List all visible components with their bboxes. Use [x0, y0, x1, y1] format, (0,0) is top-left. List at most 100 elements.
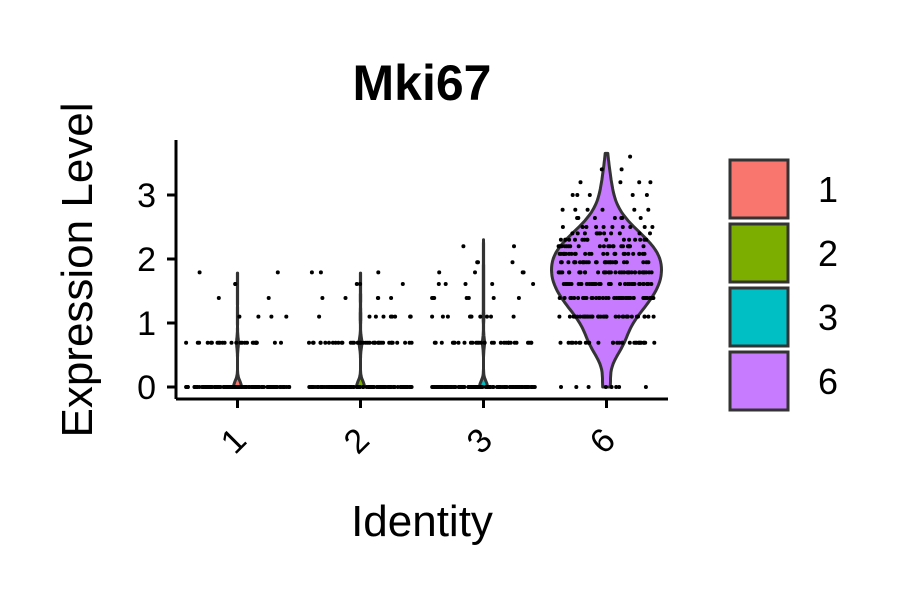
data-point [624, 260, 629, 265]
data-point [393, 314, 398, 319]
data-point [433, 340, 438, 345]
data-point [576, 296, 581, 300]
data-point [436, 385, 441, 389]
data-point [629, 314, 634, 319]
data-point [376, 270, 381, 275]
data-point [575, 193, 580, 197]
data-point [575, 231, 580, 236]
data-point [279, 340, 283, 345]
data-point [631, 296, 636, 300]
data-point [345, 385, 350, 389]
data-point [627, 244, 632, 249]
data-point [490, 282, 495, 286]
data-point [583, 251, 588, 256]
data-point [567, 237, 572, 242]
data-point [371, 385, 376, 389]
data-point [609, 385, 614, 389]
data-point [403, 340, 408, 345]
data-point [614, 385, 619, 389]
data-point [652, 340, 657, 345]
data-point [613, 270, 618, 275]
data-point [269, 314, 274, 319]
data-point [496, 385, 501, 389]
data-point [243, 385, 247, 389]
data-point [327, 340, 331, 345]
data-point [343, 296, 348, 300]
data-point [601, 251, 606, 256]
data-point [612, 216, 617, 220]
data-point [257, 385, 262, 389]
data-point [400, 385, 405, 389]
data-point [615, 340, 620, 345]
data-point [373, 314, 378, 319]
data-point [367, 340, 372, 345]
data-point [318, 270, 323, 275]
data-point [272, 340, 277, 345]
data-point [648, 180, 653, 185]
y-tick-label: 0 [137, 369, 156, 407]
data-point [256, 314, 261, 319]
data-point [633, 237, 638, 242]
data-point [629, 270, 634, 275]
data-point [631, 251, 636, 256]
data-point [566, 260, 571, 265]
data-point [207, 385, 212, 389]
data-point [531, 282, 536, 286]
data-point [650, 225, 655, 229]
data-point [387, 385, 392, 389]
data-point [579, 282, 584, 286]
data-point [453, 385, 457, 389]
data-point [581, 314, 586, 319]
data-point [368, 385, 373, 389]
data-point [349, 385, 354, 389]
data-point [618, 282, 622, 286]
data-point [184, 385, 189, 389]
data-point [563, 237, 568, 242]
data-point [638, 216, 643, 220]
data-point [364, 385, 369, 389]
data-point [323, 340, 328, 345]
data-point [562, 296, 567, 300]
data-point [512, 244, 516, 249]
data-point [560, 225, 565, 229]
data-point [569, 282, 574, 286]
data-point [637, 180, 642, 185]
data-point [602, 231, 607, 236]
violin-2 [355, 271, 366, 389]
legend-swatch [728, 158, 790, 220]
data-point [617, 270, 622, 275]
x-tick-label: 6 [583, 421, 623, 461]
legend-swatch [728, 286, 790, 348]
data-point [354, 282, 359, 286]
data-point [625, 282, 630, 286]
data-point [217, 340, 222, 345]
data-point [318, 340, 323, 345]
data-point [596, 270, 601, 275]
data-point [430, 314, 435, 319]
data-point [503, 385, 508, 389]
data-point [602, 314, 607, 319]
data-point [627, 237, 632, 242]
data-point [637, 231, 642, 236]
data-point [649, 270, 654, 275]
data-point [632, 282, 637, 286]
data-point [641, 282, 646, 286]
data-point [584, 225, 589, 229]
data-point [607, 244, 612, 249]
data-point [511, 314, 516, 319]
data-point [598, 231, 603, 236]
data-point [648, 231, 652, 236]
data-point [583, 270, 587, 275]
data-point [507, 385, 512, 389]
data-point [474, 385, 479, 389]
data-point [614, 296, 619, 300]
data-point [506, 340, 511, 345]
data-point [592, 216, 597, 220]
data-point [573, 340, 578, 345]
data-point [570, 231, 575, 236]
data-point [336, 340, 341, 345]
data-point [522, 385, 527, 389]
data-point [395, 340, 400, 345]
data-point [322, 385, 327, 389]
data-point [569, 340, 574, 345]
